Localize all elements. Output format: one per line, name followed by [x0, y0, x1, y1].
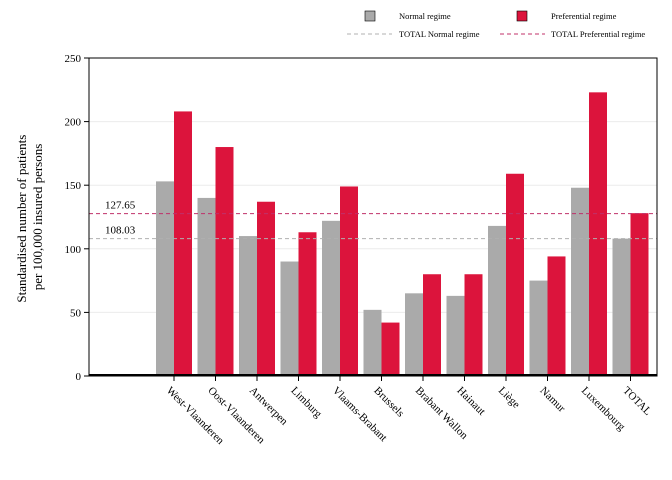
bar-normal: [197, 197, 216, 376]
bar-preferential: [630, 213, 649, 376]
y-tick-label: 200: [65, 117, 82, 129]
y-tick-label: 50: [70, 307, 82, 319]
legend-label-normal: Normal regime: [399, 11, 451, 21]
legend-label-total-preferential: TOTAL Preferential regime: [551, 29, 645, 39]
bar-preferential: [464, 274, 483, 376]
bar-preferential: [381, 322, 400, 376]
bar-preferential: [547, 256, 566, 376]
bar-normal: [156, 181, 174, 376]
bar-preferential: [298, 232, 317, 376]
y-tick-label: 0: [76, 371, 82, 383]
x-tick-label: Liège: [496, 385, 522, 411]
bar-normal: [405, 293, 423, 376]
legend-swatch-normal: [364, 10, 376, 22]
reference-lines: 108.03 127.65: [89, 200, 657, 240]
y-axis-label-line-2: per 100,000 insured persons: [30, 144, 45, 291]
bar-preferential: [589, 92, 607, 377]
x-tick-label: Hainaut: [454, 385, 487, 418]
bar-normal: [239, 236, 257, 376]
reference-line-label: 127.65: [105, 200, 136, 212]
y-tick-label: 250: [65, 53, 82, 65]
bar-preferential: [423, 274, 441, 376]
bar-preferential: [340, 186, 358, 376]
y-axis-label-line-1: Standardised number of patients: [14, 135, 29, 303]
x-axis: West-VlaanderenOost-VlaanderenAntwerpenL…: [164, 376, 654, 447]
bar-preferential: [506, 173, 524, 376]
y-tick-label: 100: [65, 244, 82, 256]
legend-swatch-preferential: [516, 10, 528, 22]
bar-preferential: [215, 147, 234, 376]
plot-frame: [88, 57, 658, 377]
bar-preferential: [174, 111, 192, 376]
legend-label-preferential: Preferential regime: [551, 11, 617, 21]
legend-label-total-normal: TOTAL Normal regime: [399, 29, 480, 39]
x-tick-label: Limburg: [288, 385, 324, 421]
reference-line-label: 108.03: [105, 225, 136, 237]
legend: Normal regime Preferential regime TOTAL …: [347, 10, 645, 39]
bar-normal: [280, 261, 299, 376]
bar-normal: [612, 238, 631, 376]
bar-normal: [488, 225, 506, 376]
bars: [89, 92, 657, 377]
bar-normal: [363, 309, 382, 376]
y-tick-label: 150: [65, 180, 82, 192]
x-tick-label: Namur: [537, 385, 567, 415]
bar-preferential: [257, 201, 275, 376]
bar-normal: [571, 187, 589, 376]
x-tick-label: Brussels: [371, 385, 406, 420]
y-axis: 0 50 100 150 200 250: [65, 53, 89, 383]
bar-normal: [446, 295, 465, 376]
y-axis-label: Standardised number of patients per 100,…: [14, 131, 45, 302]
x-tick-label: Antwerpen: [247, 385, 290, 428]
bar-normal: [322, 220, 340, 376]
bar-normal: [529, 280, 548, 376]
x-tick-label: TOTAL: [620, 385, 653, 418]
